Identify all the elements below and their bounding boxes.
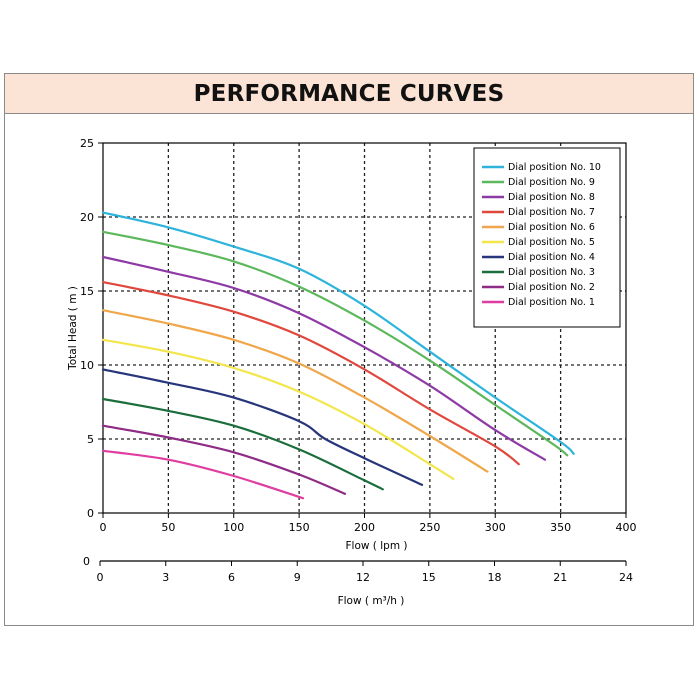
secondary-axis-label: Flow ( m³/h ) [338, 595, 405, 607]
series-line-9 [101, 424, 346, 495]
secondary-tick-label: 18 [488, 571, 502, 584]
series-line-1 [101, 211, 575, 455]
x-tick-label: 150 [289, 521, 310, 534]
y-axis-label: Total Head ( m ) [67, 286, 79, 371]
legend-entry: Dial position No. 7 [508, 207, 595, 218]
x-tick-label: 50 [161, 521, 175, 534]
y-tick-label: 5 [87, 433, 94, 446]
secondary-tick-label: 3 [162, 571, 169, 584]
series-line-4 [101, 281, 520, 466]
legend-entry: Dial position No. 3 [508, 267, 595, 278]
y-tick-label: 0 [87, 507, 94, 520]
x-tick-label: 250 [419, 521, 440, 534]
secondary-tick-label: 15 [422, 571, 436, 584]
series-line-3 [101, 255, 546, 461]
legend-entry: Dial position No. 2 [508, 282, 595, 293]
series-line-6 [101, 338, 455, 481]
x-tick-label: 0 [100, 521, 107, 534]
legend-entry: Dial position No. 9 [508, 177, 595, 188]
x-tick-label: 400 [616, 521, 637, 534]
legend-box [473, 147, 621, 328]
series-line-5 [101, 309, 489, 473]
legend-entry: Dial position No. 1 [508, 297, 595, 308]
chart-title: PERFORMANCE CURVES [193, 80, 505, 107]
secondary-tick-label: 24 [619, 571, 633, 584]
y-tick-label: 25 [80, 137, 94, 150]
legend-entry: Dial position No. 4 [508, 252, 595, 263]
secondary-tick-label: 0 [97, 571, 104, 584]
legend-entry: Dial position No. 6 [508, 222, 595, 233]
y-tick-label: 15 [80, 285, 94, 298]
series-line-2 [101, 230, 569, 457]
title-bar: PERFORMANCE CURVES [5, 74, 693, 114]
legend-entry: Dial position No. 10 [508, 162, 601, 173]
legend-entry: Dial position No. 8 [508, 192, 595, 203]
x-tick-label: 100 [223, 521, 244, 534]
series-line-7 [101, 368, 424, 486]
x-tick-label: 200 [354, 521, 375, 534]
legend-entry: Dial position No. 5 [508, 237, 595, 248]
y-tick-label: 10 [80, 359, 94, 372]
y-tick-label: 20 [80, 211, 94, 224]
x-axis-label: Flow ( lpm ) [346, 540, 408, 552]
x-tick-label: 350 [550, 521, 571, 534]
series-line-10 [101, 449, 305, 500]
x-tick-label: 300 [485, 521, 506, 534]
secondary-tick-label: 9 [294, 571, 301, 584]
secondary-tick-label: 21 [553, 571, 567, 584]
series-line-8 [101, 397, 384, 491]
secondary-axis-zero-label: 0 [83, 555, 90, 568]
secondary-tick-label: 6 [228, 571, 235, 584]
secondary-tick-label: 12 [356, 571, 370, 584]
